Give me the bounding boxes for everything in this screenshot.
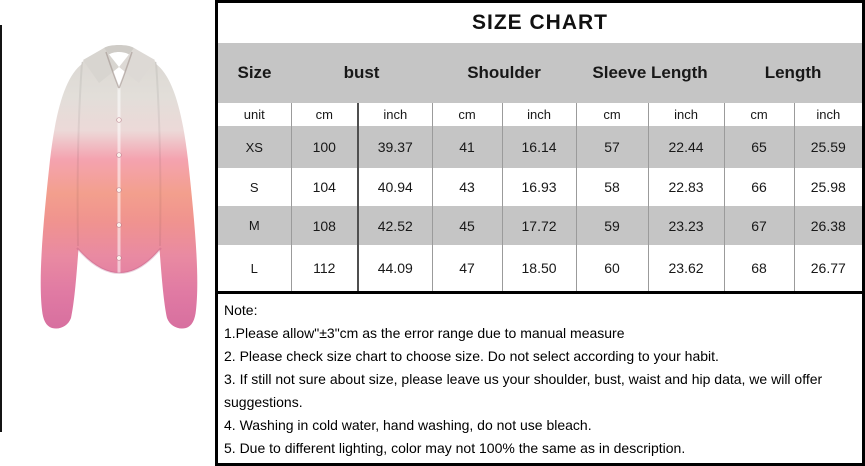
value-cell: 67 (723, 206, 795, 245)
notes-section: Note: 1.Please allow"±3"cm as the error … (218, 291, 862, 463)
note-line-5: 5. Due to different lighting, color may … (224, 440, 686, 456)
column-header-size: Size (218, 43, 291, 103)
value-cell: 47 (431, 245, 503, 291)
table-row-s: S 104 40.94 43 16.93 58 22.83 66 25.98 (218, 168, 863, 206)
unit-cell: inch (793, 103, 863, 126)
value-cell: 25.59 (793, 126, 863, 168)
column-header-shoulder: Shoulder (432, 43, 577, 103)
value-cell: 43 (431, 168, 503, 206)
value-cell: 100 (290, 126, 358, 168)
value-cell: 104 (290, 168, 358, 206)
size-chart-table: Size bust Shoulder Sleeve Length Length … (218, 43, 863, 291)
value-cell: 66 (723, 168, 795, 206)
note-line-3: 3. If still not sure about size, please … (224, 371, 823, 410)
size-chart-title: SIZE CHART (472, 11, 608, 34)
value-cell: 41 (431, 126, 503, 168)
value-cell: 40.94 (356, 168, 433, 206)
unit-cell: cm (723, 103, 795, 126)
size-cell: S (249, 179, 259, 195)
size-cell: XS (218, 126, 291, 168)
table-row-l: L 112 44.09 47 18.50 60 23.62 68 26.77 (218, 245, 863, 291)
value-cell: 26.77 (793, 245, 863, 291)
column-header-sleeve-length: Sleeve Length (576, 43, 725, 103)
value-cell: 44.09 (356, 245, 433, 291)
notes-heading: Note: (224, 302, 258, 318)
size-chart-panel: SIZE CHART Size bust Shoulder Sleeve Len… (215, 0, 865, 466)
value-cell: 108 (290, 206, 358, 245)
shirt-product-image (40, 45, 198, 329)
shirt-collar-right (119, 48, 155, 83)
value-cell: 16.93 (501, 168, 577, 206)
unit-cell: inch (501, 103, 577, 126)
table-row-m: M 108 42.52 45 17.72 59 23.23 67 26.38 (218, 206, 863, 245)
shirt-collar-left (83, 48, 119, 83)
value-cell: 39.37 (356, 126, 433, 168)
column-header-bust: bust (291, 43, 433, 103)
value-cell: 17.72 (501, 206, 577, 245)
value-cell: 22.83 (647, 168, 725, 206)
unit-cell: cm (290, 103, 358, 126)
value-cell: 23.23 (647, 206, 725, 245)
size-cell: M (218, 206, 291, 245)
table-header-row: Size bust Shoulder Sleeve Length Length (218, 43, 863, 103)
note-line-1: 1.Please allow"±3"cm as the error range … (224, 325, 625, 341)
value-cell: 23.62 (647, 245, 725, 291)
value-cell: 58 (575, 168, 649, 206)
shirt-buttons (116, 117, 122, 261)
note-line-4: 4. Washing in cold water, hand washing, … (224, 417, 592, 433)
unit-cell: cm (575, 103, 649, 126)
unit-cell: inch (647, 103, 725, 126)
value-cell: 26.38 (793, 206, 863, 245)
value-cell: 16.14 (501, 126, 577, 168)
unit-cell: cm (431, 103, 503, 126)
unit-cell: inch (356, 103, 433, 126)
column-header-length: Length (724, 43, 863, 103)
value-cell: 42.52 (356, 206, 433, 245)
table-row-xs: XS 100 39.37 41 16.14 57 22.44 65 25.59 (218, 126, 863, 168)
left-border-line (0, 25, 2, 432)
size-cell: L (250, 260, 258, 276)
value-cell: 45 (431, 206, 503, 245)
value-cell: 22.44 (647, 126, 725, 168)
value-cell: 65 (723, 126, 795, 168)
note-line-2: 2. Please check size chart to choose siz… (224, 348, 719, 364)
value-cell: 25.98 (793, 168, 863, 206)
unit-row: unit cm inch cm inch cm inch cm inch (218, 103, 863, 126)
value-cell: 112 (290, 245, 358, 291)
value-cell: 57 (575, 126, 649, 168)
unit-cell: unit (218, 103, 291, 126)
shirt-collar-back (104, 45, 134, 55)
value-cell: 59 (575, 206, 649, 245)
value-cell: 18.50 (501, 245, 577, 291)
value-cell: 60 (575, 245, 649, 291)
value-cell: 68 (723, 245, 795, 291)
product-photo-panel (0, 0, 215, 466)
